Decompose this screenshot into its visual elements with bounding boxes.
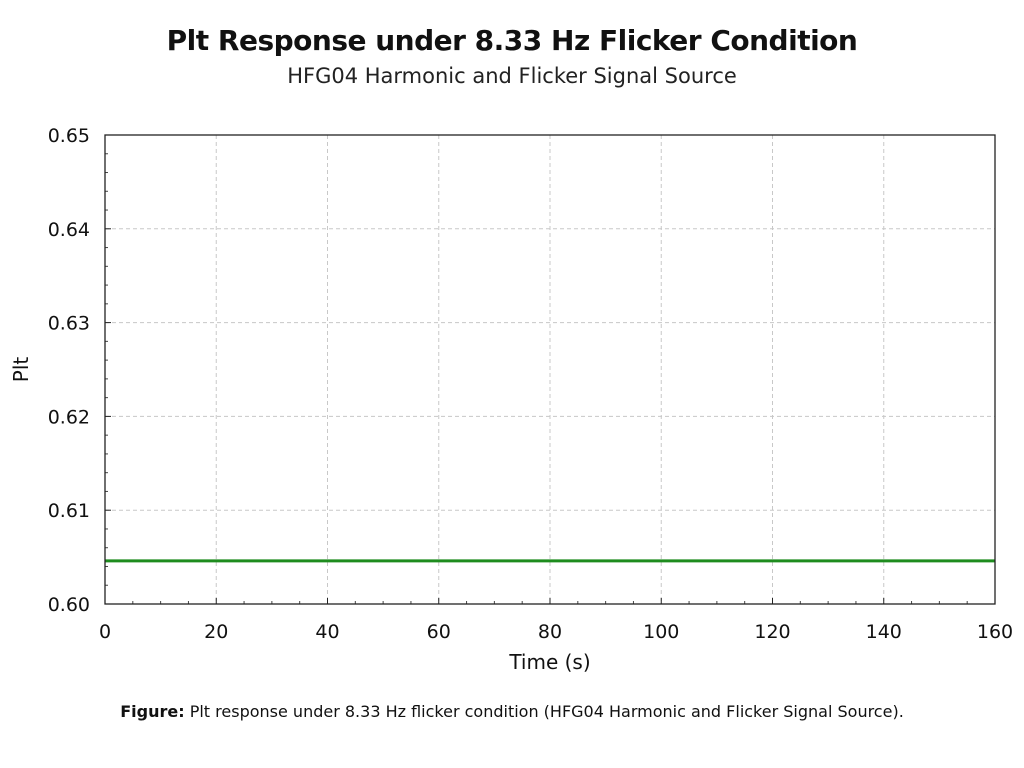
x-axis-label: Time (s) (508, 650, 590, 674)
x-tick-labels: 0 20 40 60 80 100 120 140 160 (99, 621, 1013, 643)
figure-caption: Figure: Plt response under 8.33 Hz flick… (0, 702, 1024, 721)
x-tick-label: 20 (204, 621, 228, 643)
y-tick-label: 0.62 (48, 406, 90, 428)
y-tick-label: 0.65 (48, 125, 90, 147)
x-tick-label: 80 (538, 621, 562, 643)
x-tick-label: 60 (427, 621, 451, 643)
plot-frame (104, 134, 996, 605)
y-tick-label: 0.61 (48, 500, 90, 522)
caption-text: Plt response under 8.33 Hz flicker condi… (184, 702, 904, 721)
chart-title: Plt Response under 8.33 Hz Flicker Condi… (166, 24, 858, 57)
caption-lead: Figure: (120, 702, 185, 721)
x-tick-label: 160 (977, 621, 1013, 643)
y-tick-label: 0.64 (48, 219, 90, 241)
y-axis-label: Plt (9, 357, 33, 383)
y-tick-labels: 0.60 0.61 0.62 0.63 0.64 0.65 (48, 125, 90, 616)
grid (105, 135, 995, 604)
plot-area: 0 20 40 60 80 100 120 140 160 0.600.610.620.630.… (9, 125, 1013, 674)
x-tick-label: 40 (315, 621, 339, 643)
x-tick-label: 100 (643, 621, 679, 643)
y-tick-label: 0.63 (48, 313, 90, 335)
x-tick-label: 140 (866, 621, 902, 643)
x-tick-label: 120 (754, 621, 790, 643)
y-tick-label: 0.60 (48, 594, 90, 616)
major-ticks (104, 134, 996, 605)
x-tick-label: 0 (99, 621, 111, 643)
chart-subtitle: HFG04 Harmonic and Flicker Signal Source (287, 64, 737, 88)
minor-ticks (105, 153, 968, 604)
